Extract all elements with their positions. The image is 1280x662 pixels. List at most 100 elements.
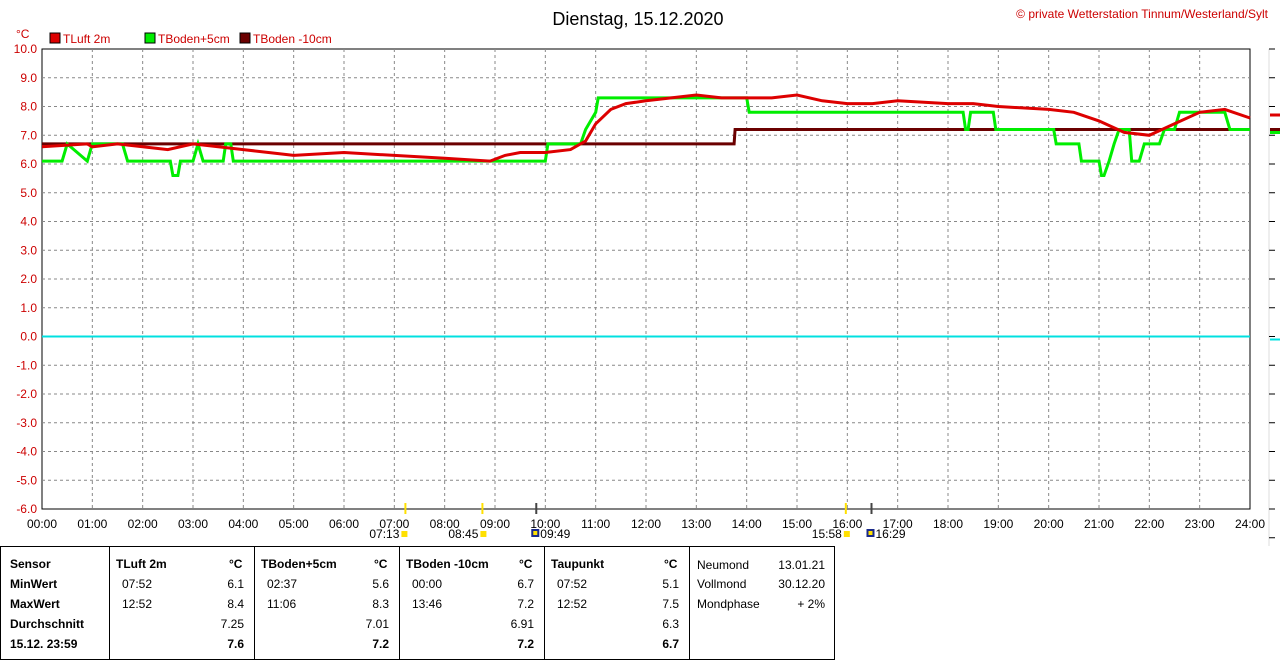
y-tick-label: -2.0 bbox=[16, 387, 37, 401]
x-tick-label: 22:00 bbox=[1134, 517, 1164, 531]
cell-time: 12:52 bbox=[557, 597, 588, 611]
chart-series bbox=[41, 93, 1251, 177]
y-axis-ticks: 10.0 9.0 8.0 7.0 6.0 5.0 4.0 3.0 2.0 1.0 0.0 -1.0 -2… bbox=[14, 42, 38, 516]
x-tick-label: 11:00 bbox=[581, 517, 610, 531]
y-tick-label: -4.0 bbox=[16, 445, 37, 459]
cell-value: 6.1 bbox=[227, 577, 244, 591]
x-tick-label: 16:00 bbox=[832, 517, 862, 531]
moon-icon-inner bbox=[533, 531, 538, 535]
header-tluft: TLuft 2m bbox=[116, 557, 167, 571]
x-tick-label: 17:00 bbox=[883, 517, 913, 531]
x-tick-label: 12:00 bbox=[631, 517, 661, 531]
cell-value: 6.7 bbox=[662, 637, 679, 651]
legend-swatch bbox=[49, 32, 61, 44]
x-tick-label: 00:00 bbox=[27, 517, 57, 531]
row-label: Durchschnitt bbox=[10, 617, 85, 631]
row-label: 15.12. 23:59 bbox=[10, 637, 78, 651]
legend-label: TLuft 2m bbox=[63, 32, 110, 46]
copyright-text: © private Wetterstation Tinnum/Westerlan… bbox=[1016, 7, 1269, 21]
header-sensor: Sensor bbox=[10, 557, 51, 571]
y-tick-label: 4.0 bbox=[20, 215, 37, 229]
x-tick-label: 14:00 bbox=[732, 517, 762, 531]
cell-time: 11:06 bbox=[267, 597, 297, 611]
x-tick-label: 01:00 bbox=[77, 517, 107, 531]
y-tick-label: 9.0 bbox=[20, 71, 37, 85]
cell-time: 12:52 bbox=[122, 597, 153, 611]
y-tick-label: 10.0 bbox=[14, 42, 38, 56]
header-tb10: TBoden -10cm bbox=[406, 557, 489, 571]
x-tick-label: 13:00 bbox=[681, 517, 711, 531]
sun-time-label: 15:58 bbox=[812, 527, 842, 541]
y-tick-label: 1.0 bbox=[20, 301, 37, 315]
cell-value: 5.1 bbox=[662, 577, 679, 591]
x-tick-label: 07:00 bbox=[379, 517, 409, 531]
legend-label: TBoden+5cm bbox=[158, 32, 230, 46]
moon-label: Mondphase bbox=[697, 597, 760, 611]
moon-label: Vollmond bbox=[697, 577, 747, 591]
cell-value: 7.5 bbox=[662, 597, 679, 611]
x-tick-label: 06:00 bbox=[329, 517, 359, 531]
chart-grid bbox=[41, 48, 1251, 510]
header-taup-unit: °C bbox=[664, 557, 678, 571]
cell-value: 6.3 bbox=[662, 617, 679, 631]
x-tick-label: 03:00 bbox=[178, 517, 208, 531]
moon-value: 13.01.21 bbox=[778, 558, 825, 572]
x-tick-label: 20:00 bbox=[1034, 517, 1064, 531]
series-line-2 bbox=[42, 128, 1250, 146]
y-tick-label: 6.0 bbox=[20, 157, 37, 171]
cell-value: 7.25 bbox=[220, 617, 244, 631]
legend-label: TBoden -10cm bbox=[253, 32, 332, 46]
sun-moon-markers: 07:13 08:45 15:58 09:49 16:29 bbox=[369, 503, 906, 541]
temperature-chart: Dienstag, 15.12.2020 © private Wettersta… bbox=[14, 7, 1280, 546]
row-label: MinWert bbox=[10, 577, 58, 591]
moon-time-label: 16:29 bbox=[875, 527, 905, 541]
header-tb5: TBoden+5cm bbox=[261, 557, 337, 571]
sun-icon bbox=[843, 531, 850, 537]
x-tick-label: 15:00 bbox=[782, 517, 812, 531]
series-line-0 bbox=[41, 93, 1251, 163]
x-tick-label: 10:00 bbox=[530, 517, 560, 531]
cell-time: 07:52 bbox=[122, 577, 153, 591]
cell-time: 07:52 bbox=[557, 577, 588, 591]
cell-time: 13:46 bbox=[412, 597, 443, 611]
header-taup: Taupunkt bbox=[551, 557, 605, 571]
moon-value: 30.12.20 bbox=[778, 577, 825, 591]
y-tick-label: -3.0 bbox=[16, 416, 37, 430]
x-tick-label: 21:00 bbox=[1084, 517, 1114, 531]
x-tick-label: 05:00 bbox=[279, 517, 309, 531]
sun-time-label: 08:45 bbox=[448, 527, 478, 541]
chart-legend: TLuft 2m TBoden+5cm TBoden -10cm bbox=[49, 32, 332, 46]
cell-value: 7.2 bbox=[372, 637, 389, 651]
y-tick-label: -5.0 bbox=[16, 473, 37, 487]
x-tick-label: 09:00 bbox=[480, 517, 510, 531]
cell-value: 8.4 bbox=[227, 597, 244, 611]
x-tick-label: 23:00 bbox=[1185, 517, 1215, 531]
x-tick-label: 04:00 bbox=[228, 517, 258, 531]
sun-time-label: 07:13 bbox=[369, 527, 399, 541]
cell-time: 02:37 bbox=[267, 577, 298, 591]
y-tick-label: 3.0 bbox=[20, 243, 37, 257]
y-tick-label: -1.0 bbox=[16, 358, 37, 372]
moon-label: Neumond bbox=[697, 558, 750, 572]
cell-value: 7.6 bbox=[227, 637, 244, 651]
header-tb10-unit: °C bbox=[519, 557, 533, 571]
x-tick-label: 02:00 bbox=[128, 517, 158, 531]
cell-value: 7.2 bbox=[517, 637, 534, 651]
sun-icon bbox=[401, 531, 408, 537]
header-tluft-unit: °C bbox=[229, 557, 243, 571]
y-axis-unit: °C bbox=[16, 27, 30, 41]
y-tick-label: -6.0 bbox=[16, 502, 37, 516]
x-axis-ticks: 00:00 01:00 02:00 03:00 04:00 05:00 06:00 07:00… bbox=[27, 517, 1265, 531]
y-tick-label: 8.0 bbox=[20, 100, 37, 114]
x-tick-label: 08:00 bbox=[430, 517, 460, 531]
sun-icon bbox=[480, 531, 487, 537]
moon-time-label: 09:49 bbox=[540, 527, 570, 541]
row-label: MaxWert bbox=[10, 597, 60, 611]
cell-value: 6.91 bbox=[510, 617, 534, 631]
y-tick-label: 0.0 bbox=[20, 330, 37, 344]
header-tb5-unit: °C bbox=[374, 557, 388, 571]
legend-swatch bbox=[239, 32, 251, 44]
cell-time: 00:00 bbox=[412, 577, 443, 591]
cell-value: 7.2 bbox=[517, 597, 534, 611]
series-line-1 bbox=[42, 96, 1250, 177]
